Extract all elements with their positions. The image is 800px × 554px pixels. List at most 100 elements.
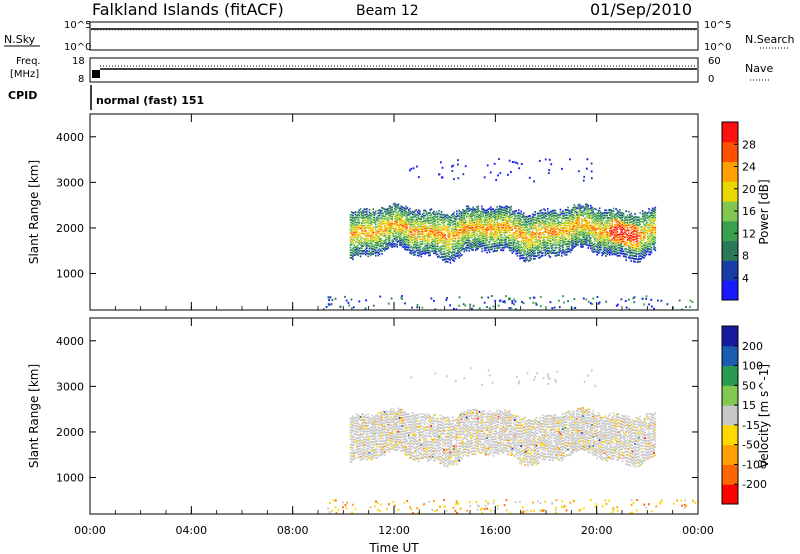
echo-cell [573, 206, 576, 209]
echo-cell [354, 417, 357, 419]
echo-cell [363, 427, 366, 429]
echo-cell [645, 246, 648, 249]
echo-cell [383, 442, 386, 445]
echo-cell [362, 448, 364, 451]
power-y-axis-label: Slant Range [km] [27, 160, 41, 264]
echo-cell [409, 443, 411, 445]
echo-cell [569, 212, 572, 215]
echo-cell [372, 218, 375, 221]
echo-cell [443, 258, 445, 261]
echo-cell [496, 205, 498, 208]
echo-cell [443, 237, 445, 240]
echo-cell [649, 214, 652, 217]
echo-cell [392, 213, 395, 216]
echo-cell [386, 224, 388, 227]
echo-cell [476, 218, 478, 221]
echo-cell [357, 439, 359, 442]
echo-cell [558, 299, 560, 302]
echo-cell [610, 234, 612, 237]
echo-cell [495, 235, 497, 238]
echo-cell [371, 228, 373, 231]
echo-cell [383, 416, 386, 419]
echo-cell [353, 424, 356, 427]
echo-cell [421, 247, 424, 250]
echo-cell [433, 225, 435, 228]
echo-cell [572, 233, 574, 235]
echo-cell [381, 212, 383, 215]
echo-cell [514, 222, 516, 225]
echo-cell [359, 207, 362, 210]
echo-cell [640, 218, 643, 220]
echo-cell [567, 232, 569, 235]
echo-cell [377, 225, 380, 228]
echo-cell [353, 236, 356, 239]
echo-cell [448, 253, 450, 256]
echo-cell [378, 429, 381, 432]
echo-cell [654, 236, 657, 239]
echo-cell [406, 229, 409, 231]
echo-cell [396, 441, 399, 444]
echo-cell [362, 424, 364, 427]
echo-cell [450, 214, 453, 217]
echo-cell [459, 249, 462, 252]
echo-cell [472, 244, 474, 246]
echo-cell [371, 414, 373, 417]
echo-cell [358, 428, 361, 431]
echo-cell [376, 244, 378, 247]
echo-cell [361, 242, 363, 245]
echo-cell [629, 226, 631, 229]
echo-cell [564, 240, 567, 243]
echo-cell [392, 225, 395, 228]
echo-cell [368, 242, 371, 245]
echo-cell [436, 223, 439, 226]
echo-cell [540, 236, 543, 238]
echo-cell [501, 234, 504, 237]
echo-cell [588, 229, 591, 232]
echo-cell [612, 231, 615, 234]
echo-cell [607, 242, 610, 245]
echo-cell [592, 228, 595, 231]
echo-cell [649, 232, 652, 235]
echo-cell [349, 218, 352, 221]
echo-cell [546, 223, 549, 226]
echo-cell [405, 448, 407, 451]
echo-cell [561, 167, 563, 170]
echo-cell [546, 241, 549, 244]
echo-cell [353, 234, 356, 237]
echo-cell [452, 253, 454, 256]
echo-cell [512, 234, 515, 237]
echo-cell [390, 421, 392, 424]
echo-cell [550, 247, 553, 250]
echo-cell [621, 226, 624, 229]
echo-cell [503, 211, 506, 214]
echo-cell [434, 220, 437, 222]
echo-cell [369, 454, 372, 457]
echo-cell [472, 239, 474, 241]
echo-cell [423, 433, 425, 435]
echo-cell [550, 230, 553, 232]
echo-cell [614, 229, 616, 231]
echo-cell [557, 227, 559, 230]
echo-cell [381, 442, 383, 445]
echo-cell [550, 227, 553, 230]
echo-cell [367, 214, 369, 217]
echo-cell [436, 242, 439, 245]
echo-cell [462, 233, 464, 236]
echo-cell [371, 435, 373, 438]
echo-cell [563, 212, 566, 215]
echo-cell [464, 214, 467, 217]
echo-cell [386, 226, 388, 229]
echo-cell [586, 203, 588, 206]
echo-cell [644, 242, 646, 244]
echo-cell [473, 207, 476, 210]
echo-cell [424, 420, 426, 423]
echo-cell [550, 235, 553, 237]
echo-cell [412, 425, 415, 428]
echo-cell [363, 424, 366, 427]
echo-cell [505, 221, 507, 224]
echo-cell [554, 220, 557, 223]
echo-cell [649, 238, 652, 240]
echo-cell [593, 240, 596, 243]
echo-cell [426, 242, 429, 245]
echo-cell [378, 445, 381, 448]
